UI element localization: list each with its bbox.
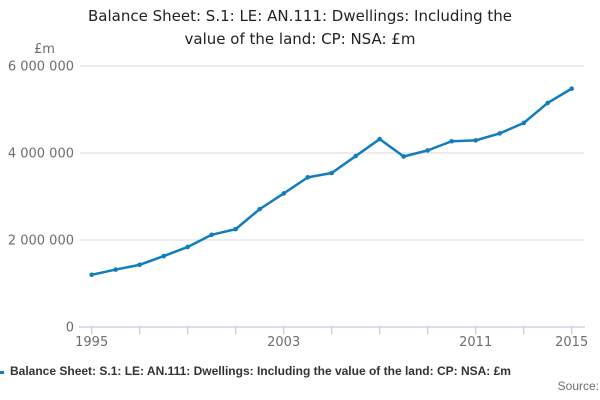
data-line <box>90 87 573 277</box>
data-point <box>425 148 431 153</box>
x-tick-label: 2011 <box>459 335 492 350</box>
data-point <box>569 86 574 91</box>
data-point <box>305 175 311 180</box>
data-point <box>137 262 142 268</box>
legend-line-marker <box>0 371 4 374</box>
data-point <box>113 267 118 272</box>
data-point <box>329 170 335 176</box>
x-tick-label: 2015 <box>555 335 588 350</box>
chart-title-line-1: Balance Sheet: S.1: LE: AN.111: Dwelling… <box>88 7 512 25</box>
chart-title: Balance Sheet: S.1: LE: AN.111: Dwelling… <box>0 5 600 51</box>
source-note: Source: <box>557 379 599 393</box>
data-point <box>473 138 479 143</box>
data-point <box>89 272 94 278</box>
y-tick-label: 0 <box>66 321 74 336</box>
data-point <box>377 136 383 142</box>
x-tick-label: 2003 <box>267 335 300 350</box>
data-point <box>185 244 190 250</box>
data-point <box>449 138 455 144</box>
x-tick-label: 1995 <box>75 335 108 350</box>
data-point <box>161 253 166 259</box>
chart-title-line-2: value of the land: CP: NSA: £m <box>184 30 416 48</box>
data-point <box>521 120 526 126</box>
data-point <box>401 154 407 159</box>
y-tick-label: 2 000 000 <box>8 234 74 249</box>
data-point <box>545 100 550 106</box>
data-point <box>281 191 287 196</box>
y-tick-label: 4 000 000 <box>8 147 74 162</box>
data-point <box>257 206 263 212</box>
data-point <box>497 131 503 136</box>
data-point <box>209 232 214 238</box>
data-point <box>353 153 359 159</box>
data-point <box>233 226 238 232</box>
legend-label: Balance Sheet: S.1: LE: AN.111: Dwelling… <box>10 364 511 378</box>
y-tick-label: 6 000 000 <box>8 60 74 75</box>
y-axis-unit-label: £m <box>34 42 55 57</box>
